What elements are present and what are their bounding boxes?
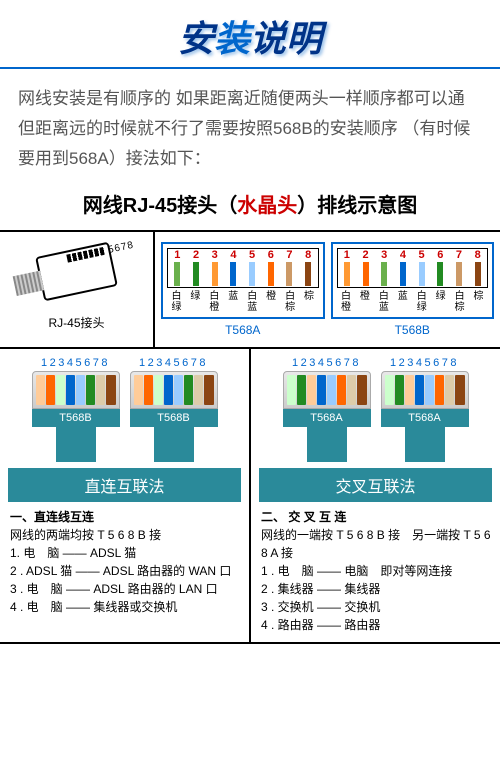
- rj45-plug: 12345678 T568A: [381, 357, 469, 462]
- page-title: 安装说明: [0, 0, 500, 69]
- top-diagram: 12345678 RJ-45接头 12345678 白绿白蓝白橙白棕 绿橙蓝棕 …: [0, 230, 500, 349]
- connector-diagram: 12345678 RJ-45接头: [0, 232, 155, 347]
- rj45-plug: 12345678 T568B: [130, 357, 218, 462]
- diagram-title: 网线RJ-45接头（水晶头）排线示意图: [0, 189, 500, 218]
- connection-methods: 12345678 T568B 12345678 T568B 直连互联法 一、直连…: [0, 349, 500, 644]
- standard-T568B: 12345678 白橙白蓝白绿白棕 橙蓝绿棕: [331, 242, 495, 319]
- intro-text: 网线安装是有顺序的 如果距离近随便两头一样顺序都可以通 但距离远的时候就不行了需…: [0, 84, 500, 189]
- method-label: 直连互联法: [8, 468, 241, 502]
- method-notes: 二、 交 叉 互 连 网线的一端按 T 5 6 8 B 接 另一端按 T 5 6…: [259, 502, 492, 634]
- rj45-connector-icon: [35, 241, 118, 301]
- standard-T568A: 12345678 白绿白蓝白橙白棕 绿橙蓝棕: [161, 242, 325, 319]
- rj45-plug: 12345678 T568A: [283, 357, 371, 462]
- method-label: 交叉互联法: [259, 468, 492, 502]
- method-notes: 一、直连线互连 网线的两端均按 T 5 6 8 B 接 1. 电 脑 —— AD…: [8, 502, 241, 616]
- standard-label: T568A: [161, 323, 325, 337]
- standard-label: T568B: [331, 323, 495, 337]
- wiring-standards: 12345678 白绿白蓝白橙白棕 绿橙蓝棕 T568A 12345678 白橙…: [155, 232, 500, 347]
- connector-label: RJ-45接头: [48, 314, 104, 331]
- rj45-plug: 12345678 T568B: [32, 357, 120, 462]
